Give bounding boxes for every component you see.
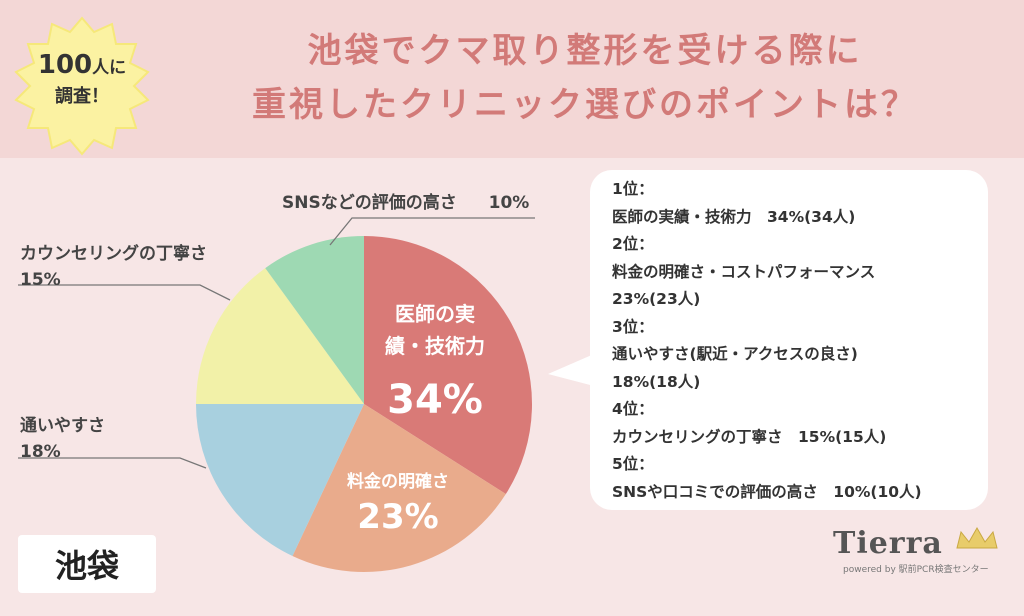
ranking-line: 3位： bbox=[612, 317, 654, 336]
outer-label-counseling-text: カウンセリングの丁寧さ bbox=[20, 244, 207, 264]
pie-slice-counseling bbox=[196, 268, 364, 404]
ranking-line: 5位： bbox=[612, 455, 654, 473]
survey-badge: 100人に 調査！ bbox=[6, 14, 158, 164]
ranking-line: 通いやすさ(駅近・アクセスの良さ) bbox=[612, 345, 858, 363]
slice-label-price-text: 料金の明確さ bbox=[347, 472, 449, 492]
ranking-line: 23%(23人) bbox=[612, 290, 701, 308]
callout-tail bbox=[548, 354, 594, 386]
slice-label-doctor-line2: 績・技術力 bbox=[385, 334, 485, 358]
ranking-line: カウンセリングの丁寧さ 15%(15人) bbox=[612, 427, 887, 446]
outer-label-sns: SNSなどの評価の高さ 10% bbox=[282, 190, 529, 216]
badge-burst-shape bbox=[14, 16, 150, 156]
pie-slice-doctor bbox=[364, 236, 532, 495]
tierra-logo: Tierra powered by 駅前PCR検査センター bbox=[805, 520, 1015, 584]
badge-suffix: 人に bbox=[92, 58, 127, 78]
outer-label-access-text: 通いやすさ bbox=[20, 416, 105, 436]
pie-slice-sns bbox=[265, 236, 364, 404]
ranking-line: 1位： bbox=[612, 180, 654, 198]
title-line1: 池袋でクマ取り整形を受ける際に bbox=[307, 31, 863, 71]
outer-label-counseling: カウンセリングの丁寧さ 15% bbox=[20, 241, 207, 293]
ranking-list: 1位： 医師の実績・技術力 34%(34人) 2位： 料金の明確さ・コストパフォ… bbox=[612, 176, 982, 506]
ranking-line: 2位： bbox=[612, 235, 654, 253]
pie-slice-price bbox=[292, 404, 506, 572]
outer-value-sns: 10% bbox=[488, 193, 530, 213]
ranking-callout bbox=[590, 170, 988, 510]
ranking-line: 4位： bbox=[612, 400, 654, 418]
slice-value-doctor: 34% bbox=[387, 377, 483, 423]
ranking-line: 医師の実績・技術力 34%(34人) bbox=[612, 207, 856, 226]
badge-line2: 調査！ bbox=[55, 86, 109, 107]
title-line2: 重視したクリニック選びのポイントは？ bbox=[252, 85, 918, 125]
outer-value-counseling: 15% bbox=[20, 270, 61, 290]
page-title: 池袋でクマ取り整形を受ける際に 重視したクリニック選びのポイントは？ bbox=[160, 24, 1010, 132]
slice-label-doctor-line1: 医師の実 bbox=[395, 302, 475, 326]
badge-text: 100人に 調査！ bbox=[6, 50, 158, 108]
location-label: 池袋 bbox=[18, 535, 156, 593]
leader-line-sns bbox=[329, 217, 535, 246]
logo-tagline: powered by 駅前PCR検査センター bbox=[843, 565, 989, 575]
pie-slice-access bbox=[196, 404, 364, 557]
leader-line-access bbox=[18, 457, 207, 469]
logo-name: Tierra bbox=[833, 526, 943, 561]
outer-label-access: 通いやすさ 18% bbox=[20, 413, 105, 465]
slice-value-price: 23% bbox=[357, 497, 439, 537]
header-band bbox=[0, 0, 1024, 158]
ranking-line: 18%(18人) bbox=[612, 372, 701, 391]
ranking-line: SNSや口コミでの評価の高さ 10%(10人) bbox=[612, 482, 922, 501]
ranking-line: 料金の明確さ・コストパフォーマンス bbox=[612, 262, 876, 281]
outer-value-access: 18% bbox=[20, 442, 61, 462]
slice-label-doctor: 医師の実 績・技術力 34% bbox=[375, 298, 495, 428]
badge-number: 100 bbox=[37, 50, 93, 80]
outer-label-sns-text: SNSなどの評価の高さ bbox=[282, 193, 457, 213]
slice-label-price: 料金の明確さ 23% bbox=[328, 470, 468, 540]
crown-icon bbox=[956, 526, 998, 549]
leader-line-counseling bbox=[18, 284, 231, 301]
